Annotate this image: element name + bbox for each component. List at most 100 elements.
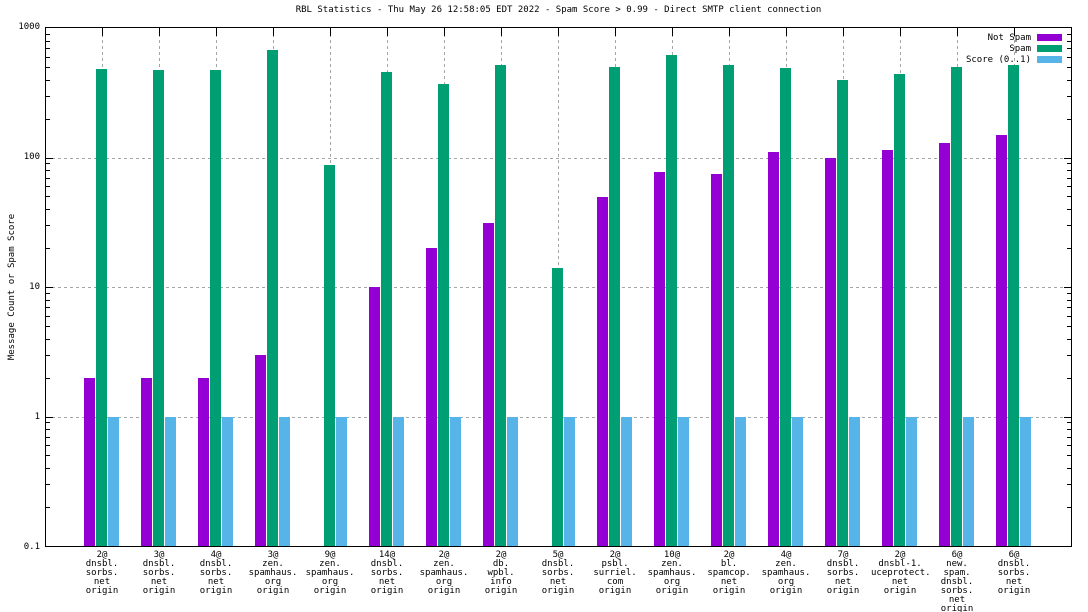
bar-not-spam [597,196,608,546]
x-label-line: 14@ [378,550,396,560]
bar-score [792,416,803,546]
y-major-tick-left [46,287,53,288]
x-label-line: zen. [319,559,341,569]
bar-score [450,416,461,546]
bar-not-spam [939,142,950,546]
y-minor-tick-right [1067,163,1071,164]
y-minor-tick-right [1067,225,1071,226]
x-label-line: zen. [262,559,284,569]
x-category-label: 3@ zen. spamhaus. org origin [244,551,302,596]
x-label-line: spamhaus. [647,568,697,578]
x-label-line: origin [883,586,917,596]
y-minor-tick-right [1067,429,1071,430]
x-label-line: info [490,577,512,587]
chart-title: RBL Statistics - Thu May 26 12:58:05 EDT… [295,5,822,15]
x-category-label: 6@ dnsbl. sorbs. net origin [985,551,1043,596]
x-label-line: origin [142,586,176,596]
x-label-line: net [891,577,909,587]
x-label-line: db. [492,559,510,569]
x-label-line: origin [826,586,860,596]
x-label-line: 5@ [552,550,564,560]
y-minor-tick-right [1067,339,1071,340]
x-label-line: 2@ [438,550,450,560]
y-minor-tick-left [46,178,50,179]
x-label-line: org [777,577,795,587]
y-major-tick-right [1064,158,1071,159]
x-label-line: origin [484,586,518,596]
y-minor-tick-right [1067,67,1071,68]
y-minor-tick-left [46,34,50,35]
y-minor-tick-right [1067,57,1071,58]
y-minor-tick-left [46,429,50,430]
y-minor-tick-right [1067,170,1071,171]
bar-spam [495,64,506,546]
bar-spam [609,67,620,546]
y-minor-tick-right [1067,96,1071,97]
bar-spam [666,54,677,546]
x-label-line: 6@ [1008,550,1020,560]
x-tick-top [558,28,559,36]
y-minor-tick-left [46,170,50,171]
y-minor-tick-left [46,378,50,379]
x-label-line: org [321,577,339,587]
bar-spam [894,74,905,546]
y-minor-tick-left [46,96,50,97]
x-label-line: origin [655,586,689,596]
bar-spam [153,69,164,546]
x-label-line: origin [256,586,290,596]
x-label-line: new. [946,559,968,569]
x-label-line: origin [712,586,746,596]
x-category-label: 4@ dnsbl. sorbs. net origin [187,551,245,596]
y-tick-0-1: 0.1 [23,542,40,552]
y-minor-tick-left [46,119,50,120]
y-minor-tick-left [46,196,50,197]
bar-not-spam [141,377,152,546]
bar-not-spam [996,134,1007,546]
x-label-line: 6@ [951,550,963,560]
legend-entry-not-spam: Not Spam [966,32,1062,43]
bar-score [507,416,518,546]
x-label-line: org [264,577,282,587]
y-minor-tick-left [46,225,50,226]
x-label-line: origin [427,586,461,596]
x-label-line: dnsbl. [370,559,404,569]
y-minor-tick-right [1067,437,1071,438]
x-label-line: com [606,577,624,587]
bar-score [564,416,575,546]
bar-score [906,416,917,546]
y-minor-tick-left [46,57,50,58]
x-label-line: spamhaus. [305,568,355,578]
x-label-line: net [834,577,852,587]
x-label-line: origin [85,586,119,596]
bar-spam [951,67,962,546]
x-label-line: dnsbl. [199,559,233,569]
bar-not-spam [198,377,209,546]
x-category-label: 2@ psbl. surriel. com origin [586,551,644,596]
x-tick-top [159,28,160,36]
y-tick-100: 100 [23,152,40,162]
legend: Not Spam Spam Score (0..1) [966,32,1062,65]
y-major-tick-right [1064,417,1071,418]
x-category-label: 2@ dnsbl-1. uceprotect. net origin [871,551,931,596]
legend-entry-score: Score (0..1) [966,54,1062,65]
x-label-line: origin [370,586,404,596]
bar-score [963,416,974,546]
y-minor-tick-left [46,422,50,423]
y-minor-tick-right [1067,209,1071,210]
y-minor-tick-left [46,437,50,438]
y-minor-tick-left [46,67,50,68]
x-tick-top [615,28,616,36]
bar-score [1020,416,1031,546]
bar-spam [1008,64,1019,546]
x-label-line: origin [940,604,974,612]
x-category-label: 7@ dnsbl. sorbs. net origin [814,551,872,596]
bar-not-spam [426,248,437,546]
y-minor-tick-right [1067,293,1071,294]
bar-spam [381,71,392,546]
x-label-line: net [1005,577,1023,587]
y-minor-tick-left [46,186,50,187]
y-minor-tick-left [46,300,50,301]
x-label-line: psbl. [601,559,629,569]
x-label-line: zen. [775,559,797,569]
